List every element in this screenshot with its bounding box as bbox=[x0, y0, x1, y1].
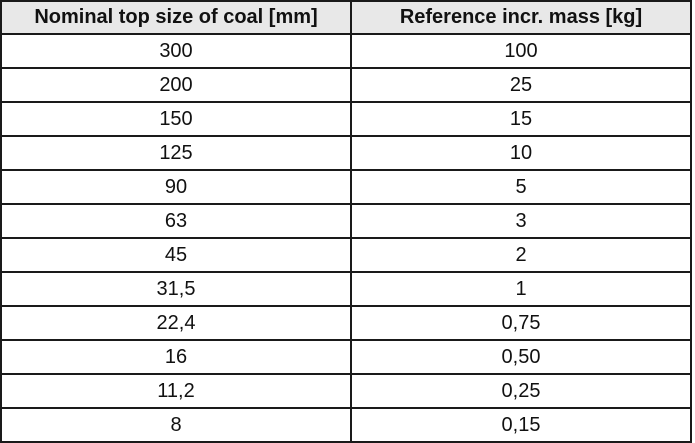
size-cell: 31,5 bbox=[0, 271, 352, 307]
table-row: 16 0,50 bbox=[0, 339, 692, 375]
table-row: 31,5 1 bbox=[0, 271, 692, 307]
size-cell: 11,2 bbox=[0, 373, 352, 409]
header-cell: Reference incr. mass [kg] bbox=[350, 0, 692, 35]
mass-cell: 3 bbox=[350, 203, 692, 239]
table-row: 90 5 bbox=[0, 169, 692, 205]
mass-cell: 0,15 bbox=[350, 407, 692, 443]
size-cell: 63 bbox=[0, 203, 352, 239]
table-row: 200 25 bbox=[0, 67, 692, 103]
size-cell: 150 bbox=[0, 101, 352, 137]
mass-cell: 0,75 bbox=[350, 305, 692, 341]
size-cell: 300 bbox=[0, 33, 352, 69]
size-cell: 8 bbox=[0, 407, 352, 443]
table-row: 63 3 bbox=[0, 203, 692, 239]
table-row: 125 10 bbox=[0, 135, 692, 171]
size-cell: 45 bbox=[0, 237, 352, 273]
table-body: 300 100 200 25 150 15 125 10 90 5 63 3 45 2 31,5 1 22,4 0… bbox=[0, 33, 692, 443]
mass-cell: 10 bbox=[350, 135, 692, 171]
table-row: 22,4 0,75 bbox=[0, 305, 692, 341]
mass-cell: 100 bbox=[350, 33, 692, 69]
mass-cell: 5 bbox=[350, 169, 692, 205]
mass-cell: 0,50 bbox=[350, 339, 692, 375]
size-cell: 200 bbox=[0, 67, 352, 103]
table-row: 45 2 bbox=[0, 237, 692, 273]
mass-cell: 2 bbox=[350, 237, 692, 273]
size-cell: 22,4 bbox=[0, 305, 352, 341]
size-cell: 125 bbox=[0, 135, 352, 171]
table-row: 300 100 bbox=[0, 33, 692, 69]
mass-cell: 25 bbox=[350, 67, 692, 103]
mass-cell: 0,25 bbox=[350, 373, 692, 409]
mass-cell: 15 bbox=[350, 101, 692, 137]
table-row: 11,2 0,25 bbox=[0, 373, 692, 409]
size-cell: 90 bbox=[0, 169, 352, 205]
table-row: 150 15 bbox=[0, 101, 692, 137]
header-row: Nominal top size of coal [mm] Reference … bbox=[0, 0, 692, 35]
size-cell: 16 bbox=[0, 339, 352, 375]
mass-cell: 1 bbox=[350, 271, 692, 307]
table-row: 8 0,15 bbox=[0, 407, 692, 443]
header-cell: Nominal top size of coal [mm] bbox=[0, 0, 352, 35]
